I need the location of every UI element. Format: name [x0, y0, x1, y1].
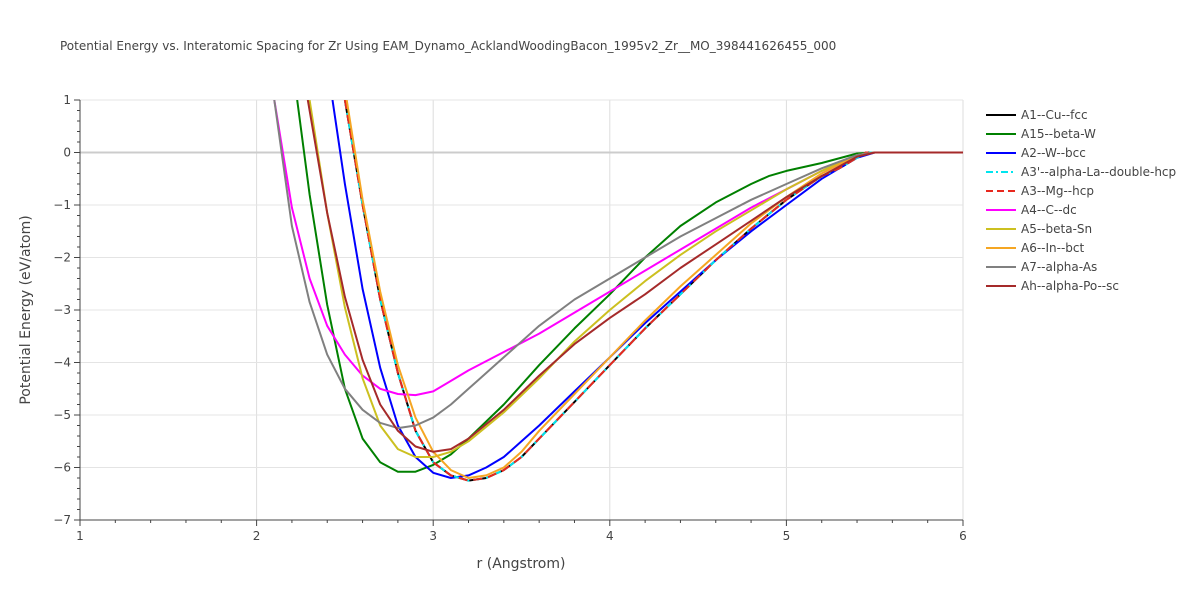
series-line-a2-w-bcc: [331, 100, 963, 479]
legend-label: A15--beta-W: [1021, 127, 1096, 141]
legend-label: Ah--alpha-Po--sc: [1021, 279, 1119, 293]
series-line-a3-mg-hcp: [343, 100, 963, 482]
series-line-a15-beta-w: [296, 100, 963, 473]
legend-label: A4--C--dc: [1021, 203, 1077, 217]
legend-item: A4--C--dc: [986, 203, 1077, 217]
y-tick-label: 0: [63, 146, 71, 160]
y-tick-label: −3: [53, 303, 71, 317]
x-tick-label: 1: [76, 529, 84, 543]
legend-label: A2--W--bcc: [1021, 146, 1086, 160]
legend: A1--Cu--fcc A15--beta-W A2--W--bcc A3'--alp…: [986, 108, 1176, 293]
legend-item: A2--W--bcc: [986, 146, 1086, 160]
plot-layer: [273, 100, 963, 482]
x-tick-label: 6: [959, 529, 967, 543]
x-axis-title: r (Angstrom): [477, 556, 566, 572]
series-line-ah-alpha-po-sc: [306, 100, 963, 453]
y-tick-label: −2: [53, 251, 71, 265]
y-tick-label: −5: [53, 408, 71, 422]
x-tick-label: 5: [783, 529, 791, 543]
legend-item: A3--Mg--hcp: [986, 184, 1094, 198]
chart-title: Potential Energy vs. Interatomic Spacing…: [60, 39, 836, 53]
legend-label: A3'--alpha-La--double-hcp: [1021, 165, 1176, 179]
y-tick-label: −1: [53, 198, 71, 212]
legend-label: A5--beta-Sn: [1021, 222, 1092, 236]
y-tick-label: −7: [53, 513, 71, 527]
x-tick-label: 4: [606, 529, 614, 543]
legend-item: A15--beta-W: [986, 127, 1096, 141]
x-tick-label: 3: [429, 529, 437, 543]
series-line-a7-alpha-as: [273, 100, 963, 430]
x-tick-label: 2: [253, 529, 261, 543]
legend-item: Ah--alpha-Po--sc: [986, 279, 1119, 293]
legend-label: A7--alpha-As: [1021, 260, 1097, 274]
legend-item: A3'--alpha-La--double-hcp: [986, 165, 1176, 179]
series-line-a5-beta-sn: [308, 100, 963, 458]
y-tick-label: 1: [63, 93, 71, 107]
legend-label: A3--Mg--hcp: [1021, 184, 1094, 198]
legend-item: A1--Cu--fcc: [986, 108, 1088, 122]
y-tick-label: −4: [53, 356, 71, 370]
axes-layer: 1 2 3 4 5 6 1 0 −1 −2 −3 −4 −5 −6 −7: [53, 93, 967, 543]
legend-item: A7--alpha-As: [986, 260, 1097, 274]
legend-item: A5--beta-Sn: [986, 222, 1092, 236]
legend-label: A6--In--bct: [1021, 241, 1085, 255]
legend-item: A6--In--bct: [986, 241, 1085, 255]
legend-label: A1--Cu--fcc: [1021, 108, 1088, 122]
y-tick-label: −6: [53, 461, 71, 475]
y-axis-title: Potential Energy (eV/atom): [18, 215, 34, 404]
